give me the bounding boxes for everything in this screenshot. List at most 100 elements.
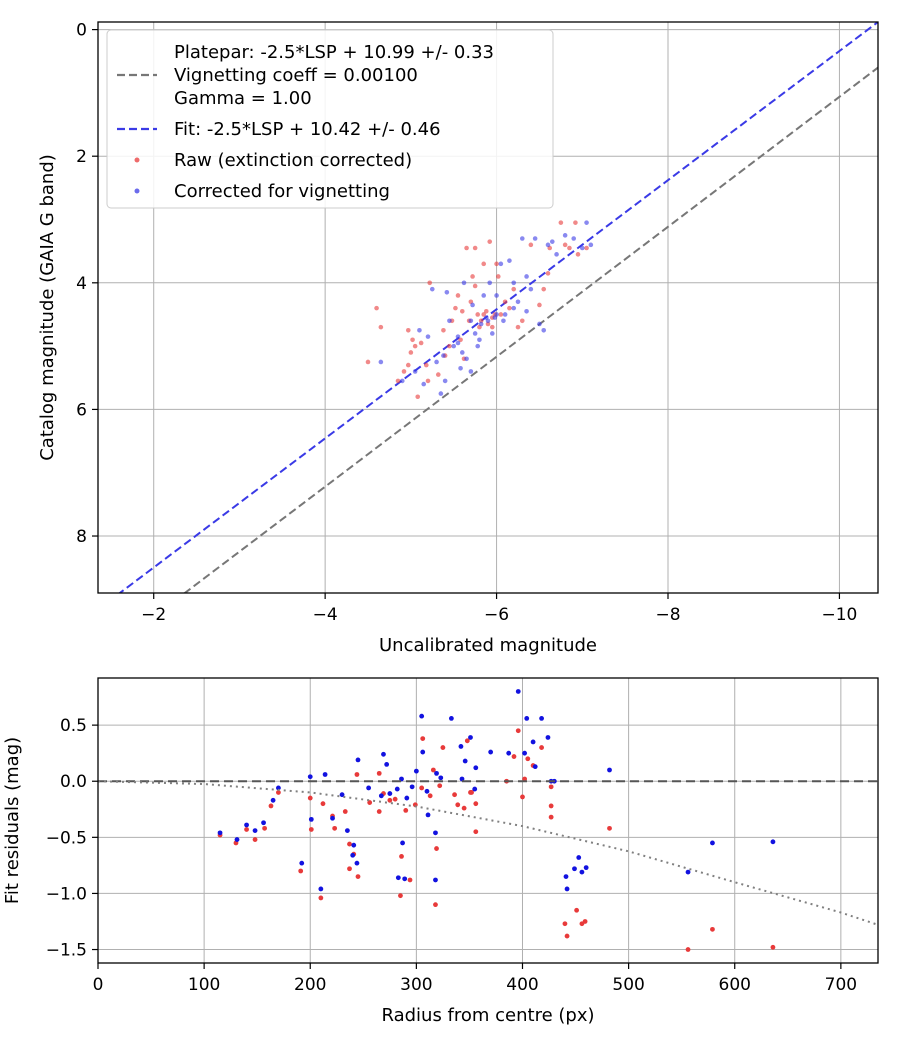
top-data-point — [541, 327, 547, 333]
res-x-tick-label: 600 — [719, 975, 751, 995]
res-data-point — [376, 770, 382, 776]
res-data-point — [351, 842, 357, 848]
res-axes-frame — [97, 677, 879, 964]
top-y-tick-label: 0 — [76, 21, 87, 41]
top-data-point — [399, 378, 405, 384]
top-data-point — [571, 236, 577, 241]
legend-entry-label: Fit: -2.5*LSP + 10.42 +/- 0.46 — [174, 119, 441, 140]
top-data-point — [442, 378, 448, 384]
top-data-point — [425, 334, 431, 339]
res-y-tick-label: −0.5 — [46, 828, 87, 848]
top-data-point — [584, 220, 589, 225]
res-data-point — [473, 801, 479, 807]
top-data-point — [494, 293, 499, 298]
res-data-point — [525, 756, 531, 762]
res-x-tick-label: 200 — [294, 975, 326, 995]
top-data-point — [417, 327, 422, 333]
top-data-point — [464, 356, 469, 362]
res-x-tick-label: 700 — [825, 975, 857, 995]
top-data-point — [495, 274, 501, 279]
res-data-point — [394, 786, 400, 792]
top-data-point — [472, 331, 478, 336]
res-data-point — [524, 715, 530, 721]
legend-entry-label: Gamma = 1.00 — [174, 88, 312, 109]
top-data-point — [378, 359, 384, 365]
res-data-point — [399, 776, 404, 782]
top-data-point — [455, 293, 461, 298]
top-data-point — [415, 394, 421, 400]
top-data-point — [575, 252, 581, 257]
residuals-chart: 0 100 200 300 400 500 600 700 0.5 0.0 −0.5 −1.0 −1.5… — [2, 677, 879, 1026]
res-data-point — [347, 866, 352, 872]
res-data-point — [420, 736, 426, 741]
top-data-point — [487, 280, 493, 286]
top-data-point — [498, 261, 504, 267]
res-data-point — [548, 814, 554, 820]
legend-entry-label: Raw (extinction corrected) — [174, 150, 412, 171]
res-data-point — [376, 809, 382, 814]
res-series-corrected-for-vignetting — [217, 689, 776, 892]
top-data-point — [477, 337, 482, 343]
res-data-point — [433, 902, 438, 908]
res-data-point — [685, 869, 691, 875]
top-series-corrected-for-vignetting — [378, 220, 594, 396]
top-data-point — [483, 308, 489, 314]
res-y-axis-label: Fit residuals (mag) — [2, 737, 23, 904]
top-data-point — [588, 242, 594, 248]
top-data-point — [412, 369, 418, 374]
top-data-point — [541, 286, 547, 292]
top-data-point — [558, 220, 564, 225]
top-data-point — [573, 220, 578, 225]
top-data-point — [441, 353, 446, 358]
res-data-point — [339, 792, 345, 798]
top-data-point — [464, 245, 469, 251]
res-data-point — [579, 869, 585, 875]
res-data-point — [564, 886, 570, 892]
top-data-point — [423, 362, 429, 368]
res-data-point — [770, 944, 776, 950]
res-y-tick-label: −1.5 — [46, 941, 87, 961]
res-data-point — [468, 735, 473, 740]
res-x-tick-label: 100 — [188, 975, 220, 995]
top-data-point — [434, 359, 439, 365]
top-data-point — [470, 302, 475, 308]
res-data-point — [262, 825, 268, 831]
top-data-point — [545, 271, 551, 276]
res-data-point — [574, 907, 580, 913]
top-data-point — [427, 280, 433, 286]
top-data-point — [410, 337, 415, 343]
res-data-point — [440, 745, 446, 750]
res-data-point — [511, 754, 517, 759]
res-y-tick-label: 0.5 — [60, 716, 87, 736]
top-x-axis-label: Uncalibrated magnitude — [379, 635, 597, 656]
top-plot-area — [118, 22, 878, 593]
res-data-point — [607, 767, 612, 773]
top-data-point — [412, 343, 418, 349]
top-data-point — [511, 280, 517, 286]
res-data-point — [276, 790, 281, 795]
top-data-point — [528, 242, 534, 248]
top-data-point — [395, 378, 401, 384]
legend-marker-swatch — [134, 188, 140, 194]
res-data-point — [298, 868, 304, 874]
res-data-point — [399, 854, 404, 859]
top-data-point — [489, 324, 495, 330]
res-data-point — [318, 886, 324, 892]
res-data-point — [387, 791, 393, 796]
top-data-point — [429, 286, 435, 292]
res-data-point — [430, 767, 436, 773]
top-data-point — [472, 245, 478, 251]
top-data-point — [524, 308, 529, 314]
res-x-tick-label: 300 — [400, 975, 432, 995]
res-data-point — [562, 921, 568, 927]
res-plot-area — [98, 689, 878, 952]
top-data-point — [487, 239, 493, 244]
top-data-point — [481, 293, 487, 298]
res-data-point — [685, 947, 691, 952]
res-line-vignetting-model — [98, 780, 878, 926]
res-data-point — [473, 765, 479, 771]
top-data-point — [472, 283, 478, 289]
res-data-point — [261, 820, 266, 826]
top-data-point — [378, 324, 384, 330]
res-data-point — [381, 751, 386, 757]
